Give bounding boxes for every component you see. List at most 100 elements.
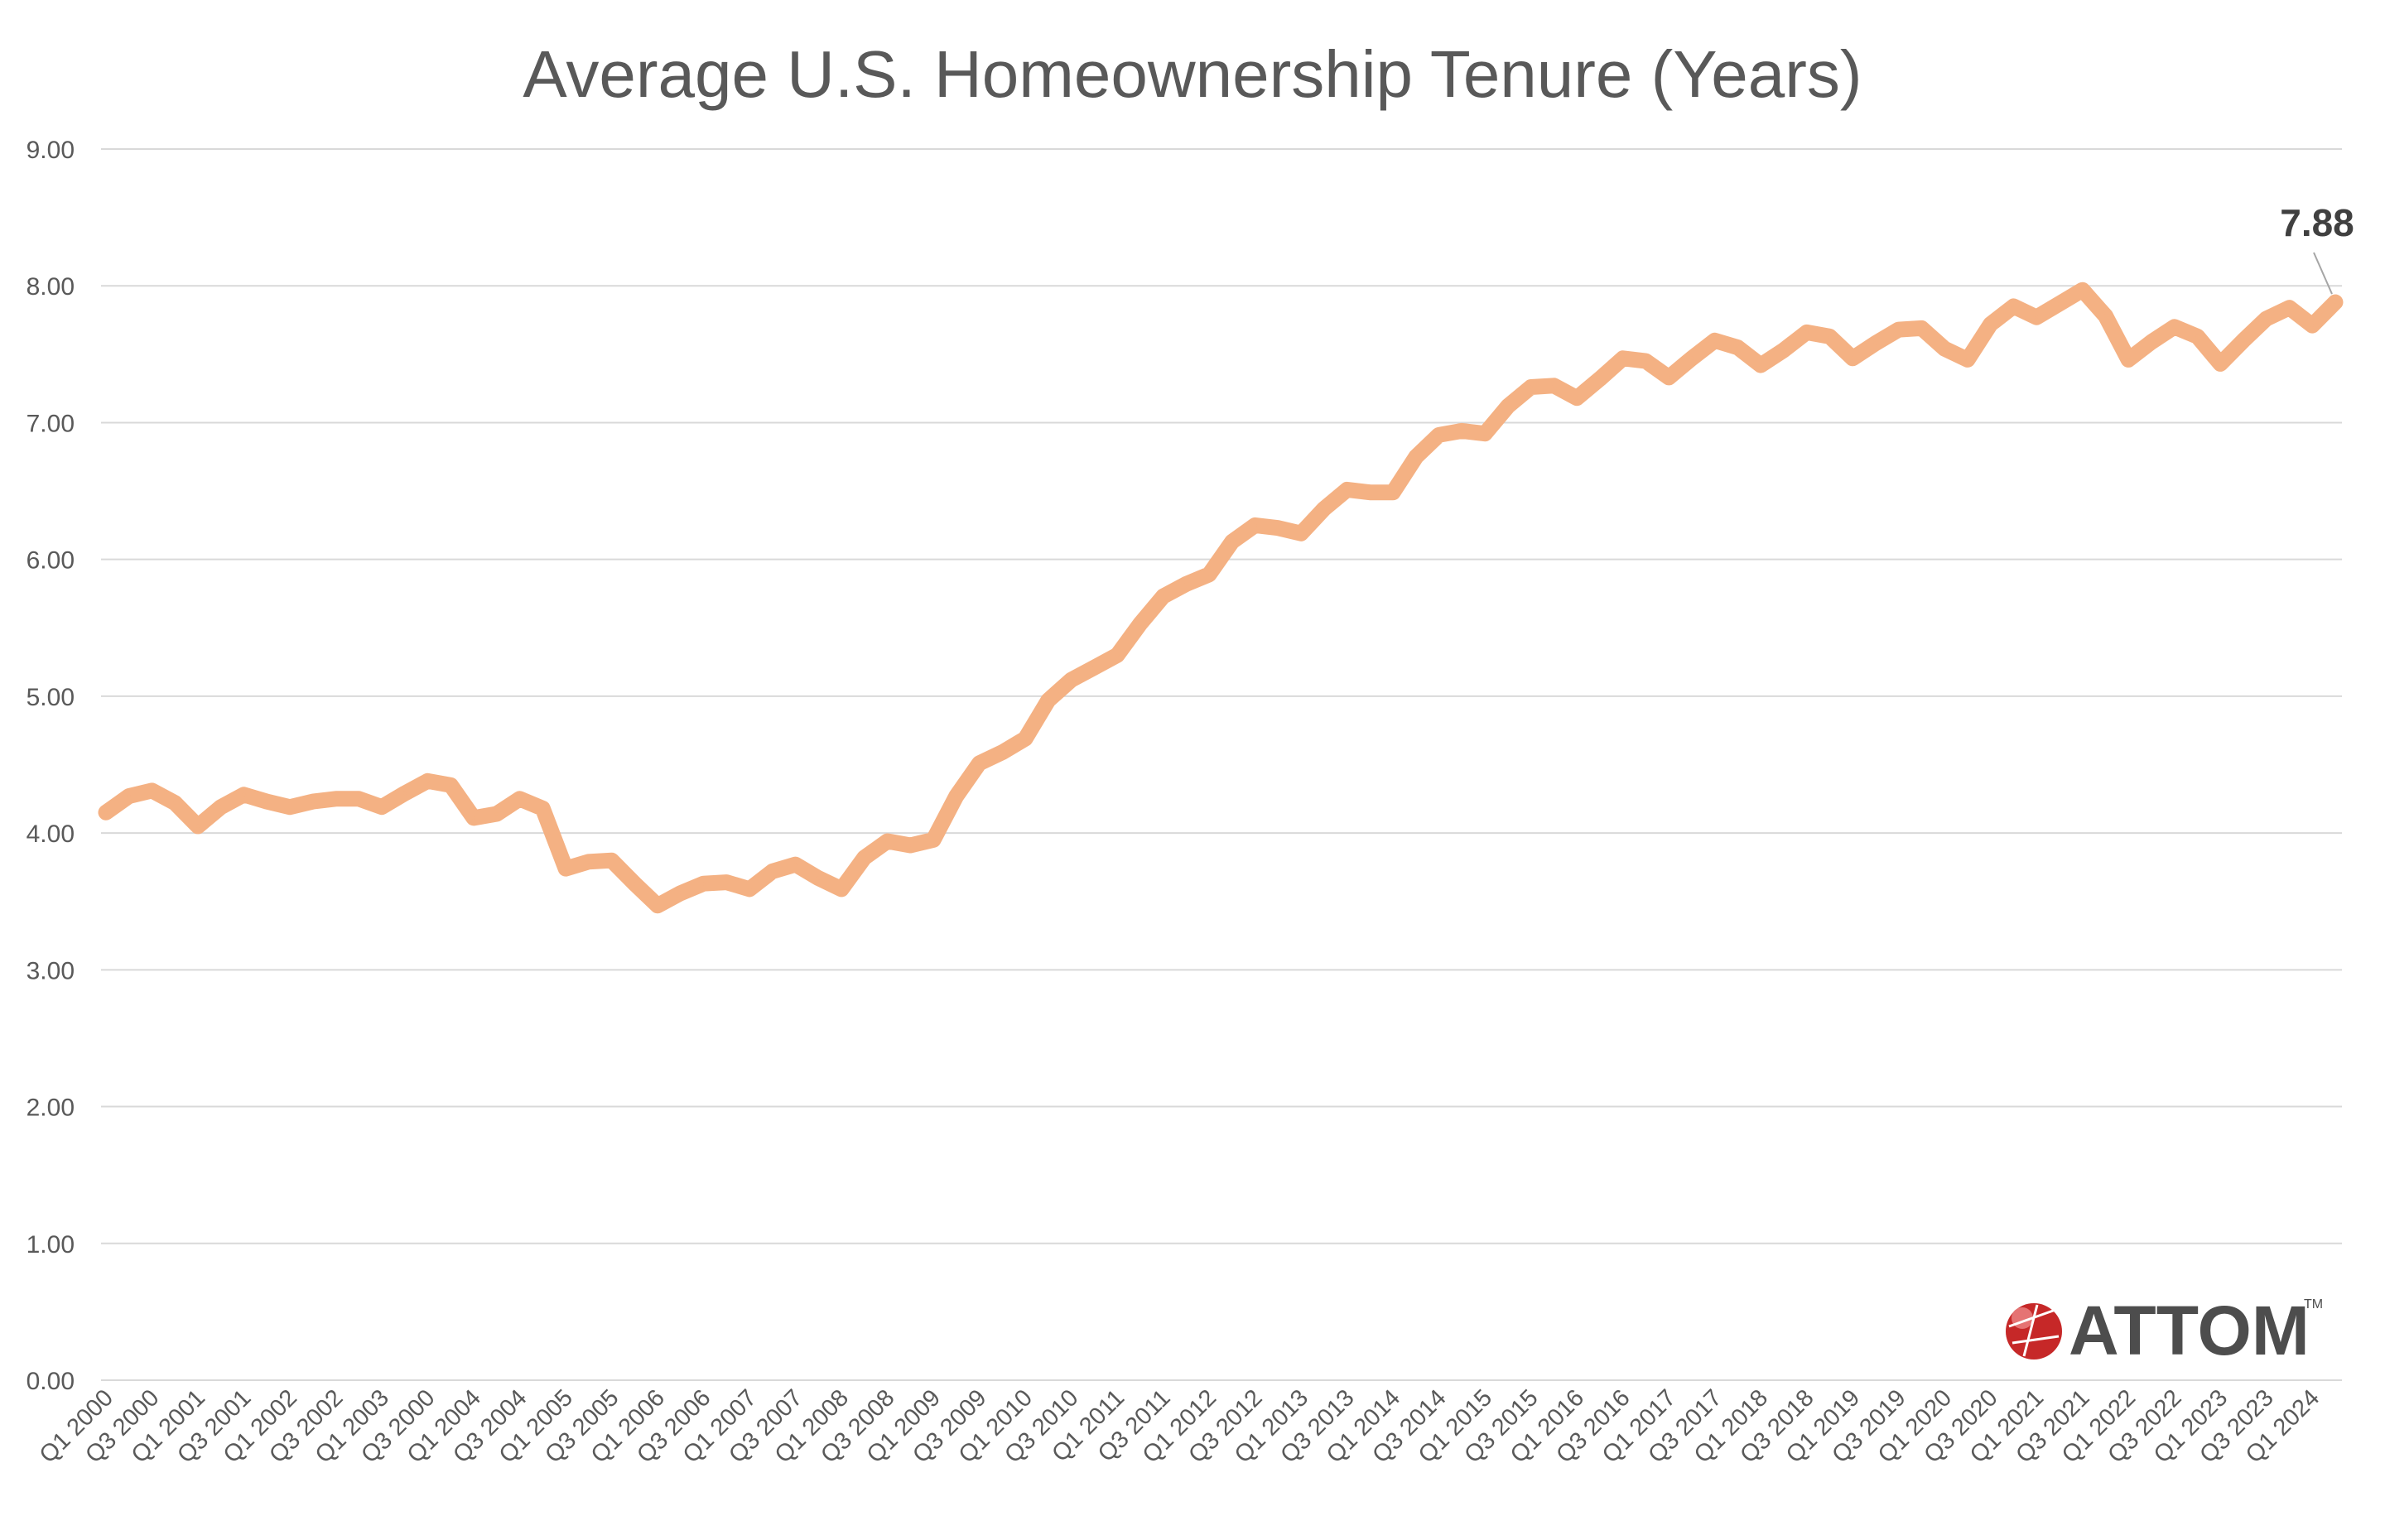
data-point — [1000, 750, 1005, 754]
annotation-label: 7.88 — [2280, 201, 2354, 244]
data-point — [1667, 375, 1671, 379]
data-point — [1483, 431, 1487, 436]
data-point — [150, 788, 154, 792]
data-point — [1391, 490, 1395, 494]
data-point — [1437, 433, 1441, 437]
data-point — [2035, 315, 2039, 320]
data-point — [2080, 288, 2084, 292]
data-point — [932, 838, 936, 842]
data-point — [2103, 314, 2108, 318]
data-point — [1759, 363, 1763, 368]
data-point — [1230, 540, 1234, 544]
data-point — [1896, 328, 1901, 332]
data-point — [402, 792, 407, 796]
data-point — [1804, 330, 1809, 334]
annotation-leader — [2313, 252, 2333, 295]
data-point — [1965, 358, 1969, 362]
data-point — [1575, 396, 1579, 400]
data-point — [1621, 356, 1625, 360]
y-axis: 0.00 1.00 2.00 3.00 4.00 5.00 6.00 7.00 8.00 9.00 — [26, 137, 75, 1395]
data-point — [725, 880, 729, 884]
data-point — [1529, 385, 1533, 389]
data-point — [954, 794, 958, 798]
data-point — [380, 805, 384, 809]
logo-tm: TM — [2304, 1297, 2323, 1311]
data-point — [1943, 347, 1947, 351]
data-point — [1781, 348, 1785, 352]
data-point — [1414, 455, 1418, 459]
data-point — [701, 882, 706, 886]
data-point — [908, 843, 913, 847]
y-tick-label: 0.00 — [26, 1368, 75, 1395]
data-point — [1184, 582, 1188, 586]
data-point — [1299, 532, 1303, 536]
data-point — [449, 783, 453, 787]
data-point — [2127, 358, 2131, 362]
data-point — [357, 796, 361, 801]
data-point — [2264, 316, 2268, 320]
y-tick-label: 2.00 — [26, 1095, 75, 1122]
data-point — [1092, 666, 1096, 670]
data-point — [817, 876, 821, 880]
data-point — [1046, 698, 1050, 702]
data-point — [242, 792, 246, 796]
data-point — [541, 806, 545, 811]
data-point — [2287, 306, 2291, 310]
data-point — [1069, 678, 1073, 682]
data-point — [265, 800, 269, 804]
data-point — [127, 794, 131, 798]
data-point — [1828, 334, 1832, 339]
data-point — [1253, 523, 1257, 527]
y-tick-label: 1.00 — [26, 1231, 75, 1258]
data-point — [748, 887, 752, 891]
y-tick-label: 5.00 — [26, 684, 75, 711]
data-point — [1161, 594, 1165, 599]
data-point — [2334, 301, 2337, 305]
y-tick-label: 3.00 — [26, 957, 75, 984]
data-point — [2310, 324, 2315, 328]
data-point — [2219, 362, 2223, 366]
data-point — [1207, 572, 1212, 576]
data-point — [1713, 339, 1717, 343]
data-point — [633, 882, 637, 886]
data-point — [311, 800, 315, 804]
data-point — [656, 903, 660, 907]
data-point — [472, 816, 476, 820]
data-point — [2149, 339, 2153, 344]
data-point — [426, 779, 430, 783]
data-point — [1368, 490, 1372, 494]
data-point — [494, 811, 499, 816]
y-tick-label: 9.00 — [26, 137, 75, 164]
data-point — [840, 887, 844, 891]
data-point — [1689, 356, 1694, 360]
data-point — [1988, 322, 1992, 326]
data-point — [1597, 377, 1602, 381]
data-point — [1276, 526, 1280, 530]
data-point — [564, 867, 568, 871]
data-point — [334, 796, 338, 801]
data-point — [1460, 429, 1464, 433]
data-point — [2012, 305, 2016, 309]
data-point — [2195, 334, 2200, 339]
data-point — [1851, 356, 1855, 360]
y-tick-label: 8.00 — [26, 273, 75, 301]
data-point — [1345, 488, 1349, 492]
data-point — [610, 859, 614, 863]
data-point — [1920, 326, 1924, 330]
data-point — [1115, 653, 1120, 657]
data-point — [586, 859, 590, 864]
data-point — [1644, 359, 1648, 363]
data-point — [2172, 325, 2176, 329]
series-layer — [98, 282, 2344, 914]
data-point — [104, 811, 108, 815]
data-point — [1138, 622, 1142, 626]
data-point — [1552, 383, 1556, 387]
data-point — [678, 891, 682, 895]
data-point — [977, 761, 981, 765]
data-point — [1506, 404, 1510, 408]
logo-text: ATTOM — [2069, 1292, 2310, 1369]
data-point — [219, 805, 223, 809]
series-line — [98, 282, 2344, 914]
